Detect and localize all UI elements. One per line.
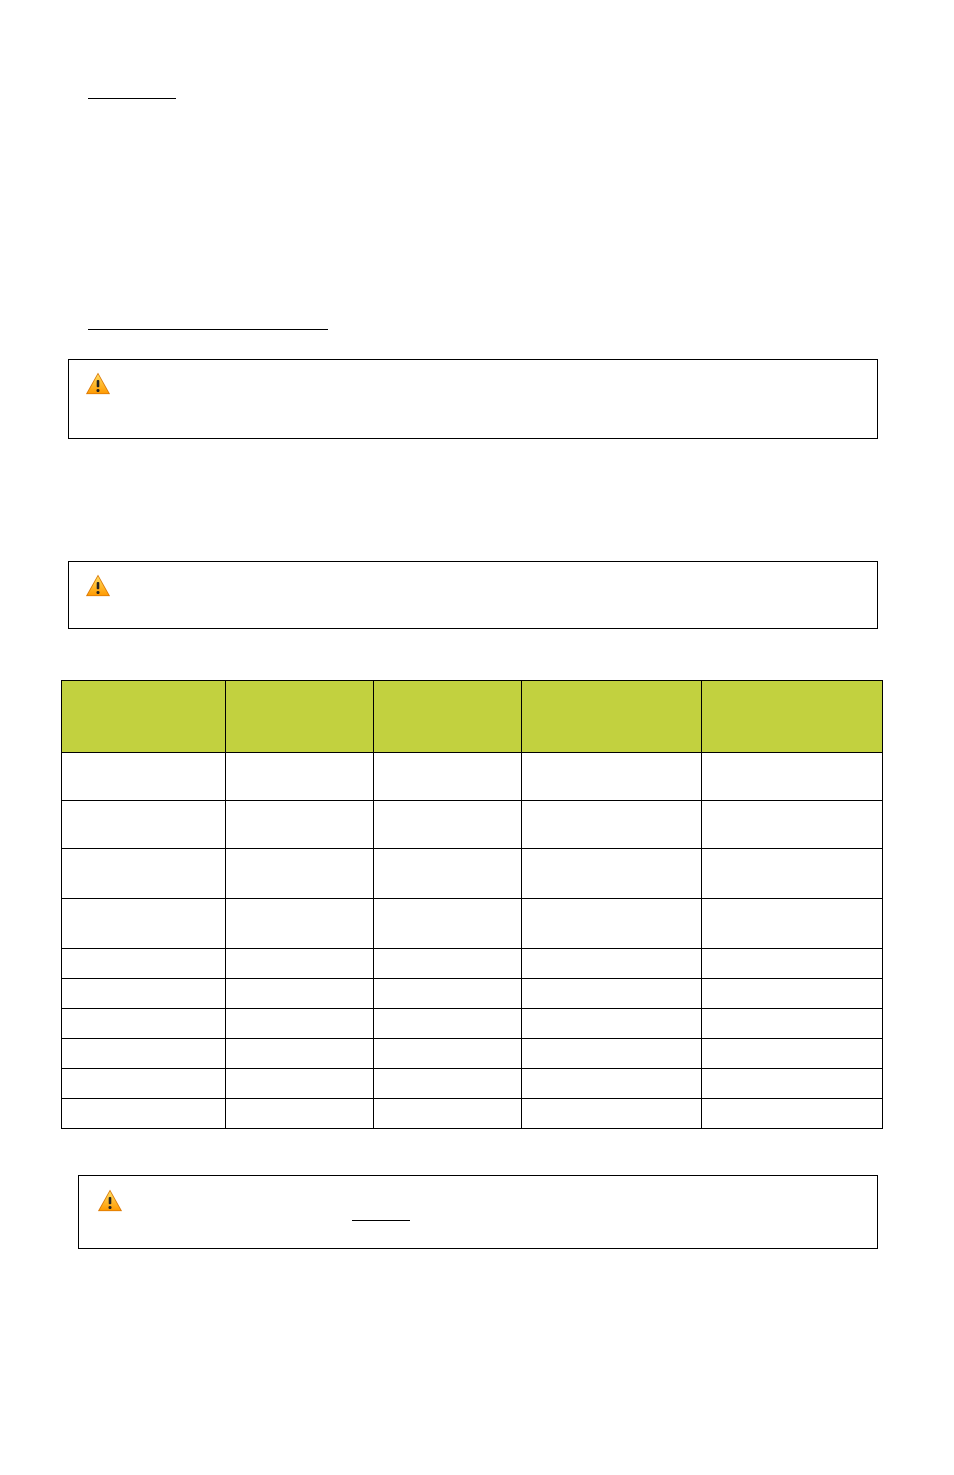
table-cell [62, 899, 226, 949]
data-table [61, 680, 883, 1129]
table-cell [62, 849, 226, 899]
table-cell [521, 1009, 702, 1039]
table-cell [62, 1039, 226, 1069]
warning-icon [97, 1188, 123, 1214]
table-row [62, 1099, 883, 1129]
table-cell [226, 1009, 374, 1039]
mini-underline [352, 1220, 410, 1221]
table-cell [62, 801, 226, 849]
table-cell [521, 849, 702, 899]
table-cell [373, 1039, 521, 1069]
table-row [62, 949, 883, 979]
table-cell [226, 949, 374, 979]
table-row [62, 1009, 883, 1039]
table-cell [702, 979, 883, 1009]
table-cell [62, 979, 226, 1009]
table-cell [702, 1069, 883, 1099]
table-cell [62, 1069, 226, 1099]
table-header-row [62, 681, 883, 753]
table-cell [226, 753, 374, 801]
table-cell [62, 753, 226, 801]
table-cell [521, 899, 702, 949]
table-row [62, 1069, 883, 1099]
col-header [521, 681, 702, 753]
table-row [62, 849, 883, 899]
table-cell [373, 1099, 521, 1129]
table-cell [226, 1039, 374, 1069]
table-cell [702, 899, 883, 949]
table-cell [702, 801, 883, 849]
table-cell [702, 1009, 883, 1039]
warning-icon [85, 573, 111, 599]
table-row [62, 753, 883, 801]
col-header [702, 681, 883, 753]
warning-box-3 [78, 1175, 878, 1249]
table-cell [521, 1039, 702, 1069]
table-cell [373, 801, 521, 849]
table-cell [373, 979, 521, 1009]
long-underline [88, 329, 328, 330]
warning-box-1 [68, 359, 878, 439]
table-cell [702, 1039, 883, 1069]
table-cell [226, 899, 374, 949]
col-header [62, 681, 226, 753]
col-header [226, 681, 374, 753]
table-row [62, 979, 883, 1009]
table-row [62, 801, 883, 849]
table-cell [521, 1099, 702, 1129]
table-cell [226, 1099, 374, 1129]
table-cell [521, 1069, 702, 1099]
short-underline [88, 98, 176, 99]
table-cell [521, 801, 702, 849]
table-cell [521, 979, 702, 1009]
table-cell [702, 849, 883, 899]
col-header [373, 681, 521, 753]
table-cell [62, 1099, 226, 1129]
table-cell [62, 949, 226, 979]
table-cell [373, 849, 521, 899]
table-row [62, 899, 883, 949]
table-cell [373, 1009, 521, 1039]
table-cell [226, 1069, 374, 1099]
table-cell [702, 949, 883, 979]
table-row [62, 1039, 883, 1069]
warning-box-2 [68, 561, 878, 629]
table-cell [226, 801, 374, 849]
table-cell [226, 849, 374, 899]
table-cell [521, 753, 702, 801]
table-cell [373, 949, 521, 979]
warning-icon [85, 371, 111, 397]
table-cell [521, 949, 702, 979]
table-cell [373, 899, 521, 949]
table-cell [62, 1009, 226, 1039]
table-cell [226, 979, 374, 1009]
table-cell [702, 1099, 883, 1129]
table-cell [702, 753, 883, 801]
table-cell [373, 753, 521, 801]
table-cell [373, 1069, 521, 1099]
